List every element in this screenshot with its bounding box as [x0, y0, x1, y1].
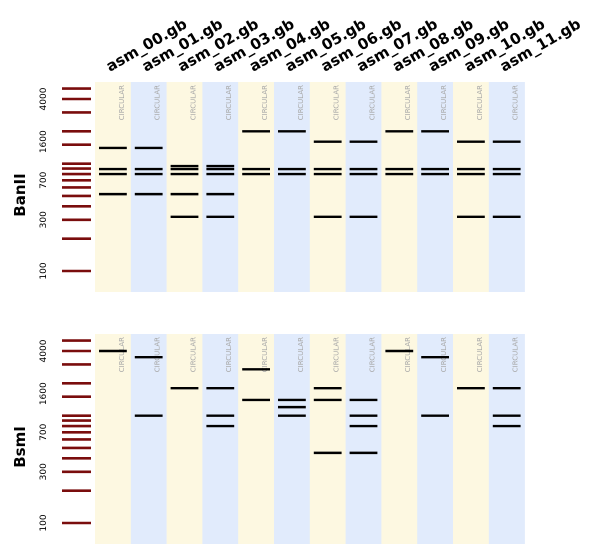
topology-label: CIRCULAR [440, 337, 448, 372]
lane-background [488, 82, 525, 292]
lane-background [309, 334, 346, 544]
lane-background [453, 82, 490, 292]
lane-background [417, 82, 454, 292]
topology-label: CIRCULAR [118, 337, 126, 372]
topology-label: CIRCULAR [476, 85, 484, 120]
enzyme-label: BanII [11, 173, 29, 216]
lane-background [130, 334, 167, 544]
topology-label: CIRCULAR [368, 85, 376, 120]
lane-background [345, 82, 382, 292]
axis-tick-label: 300 [39, 211, 49, 228]
topology-label: CIRCULAR [476, 337, 484, 372]
lane-background [381, 334, 418, 544]
gel-panel-banii: CIRCULAR CIRCULAR CIRCULAR CIRCULAR CIRCULAR… [11, 82, 525, 292]
axis-tick-label: 1600 [39, 130, 49, 153]
lane-background [417, 334, 454, 544]
axis-tick-label: 100 [39, 262, 49, 279]
topology-label: CIRCULAR [154, 85, 162, 120]
lane-background [202, 334, 239, 544]
topology-label: CIRCULAR [225, 85, 233, 120]
axis-tick-label: 700 [39, 171, 49, 188]
topology-label: CIRCULAR [440, 85, 448, 120]
topology-label: CIRCULAR [297, 337, 305, 372]
enzyme-label: BsmI [11, 426, 29, 468]
lane-background [130, 82, 167, 292]
lane-background [95, 82, 132, 292]
topology-label: CIRCULAR [225, 337, 233, 372]
lane-background [238, 82, 275, 292]
axis-tick-label: 4000 [39, 339, 49, 362]
topology-label: CIRCULAR [118, 85, 126, 120]
lane-background [274, 334, 311, 544]
topology-label: CIRCULAR [189, 337, 197, 372]
topology-label: CIRCULAR [297, 85, 305, 120]
lane-background [166, 334, 203, 544]
lane-background [166, 82, 203, 292]
lane-background [274, 82, 311, 292]
lane-background [309, 82, 346, 292]
topology-label: CIRCULAR [368, 337, 376, 372]
axis-tick-label: 1600 [39, 382, 49, 405]
topology-label: CIRCULAR [404, 85, 412, 120]
topology-label: CIRCULAR [154, 337, 162, 372]
lane-background [202, 82, 239, 292]
topology-label: CIRCULAR [512, 85, 520, 120]
lane-background [488, 334, 525, 544]
axis-tick-label: 300 [39, 463, 49, 480]
topology-label: CIRCULAR [189, 85, 197, 120]
lane-background [453, 334, 490, 544]
topology-label: CIRCULAR [333, 85, 341, 120]
axis-tick-label: 4000 [39, 87, 49, 110]
topology-label: CIRCULAR [333, 337, 341, 372]
topology-label: CIRCULAR [404, 337, 412, 372]
topology-label: CIRCULAR [512, 337, 520, 372]
gel-panels: CIRCULAR CIRCULAR CIRCULAR CIRCULAR CIRCULAR… [11, 82, 525, 544]
axis-tick-label: 100 [39, 514, 49, 531]
lane-background [345, 334, 382, 544]
lane-background [381, 82, 418, 292]
topology-label: CIRCULAR [261, 85, 269, 120]
gel-panel-bsmi: CIRCULAR CIRCULAR CIRCULAR CIRCULAR CIRCULAR… [11, 334, 525, 544]
topology-label: CIRCULAR [261, 337, 269, 372]
sample-labels: asm_00.gbasm_01.gbasm_02.gbasm_03.gbasm_… [103, 15, 584, 76]
lane-background [95, 334, 132, 544]
axis-tick-label: 700 [39, 423, 49, 440]
